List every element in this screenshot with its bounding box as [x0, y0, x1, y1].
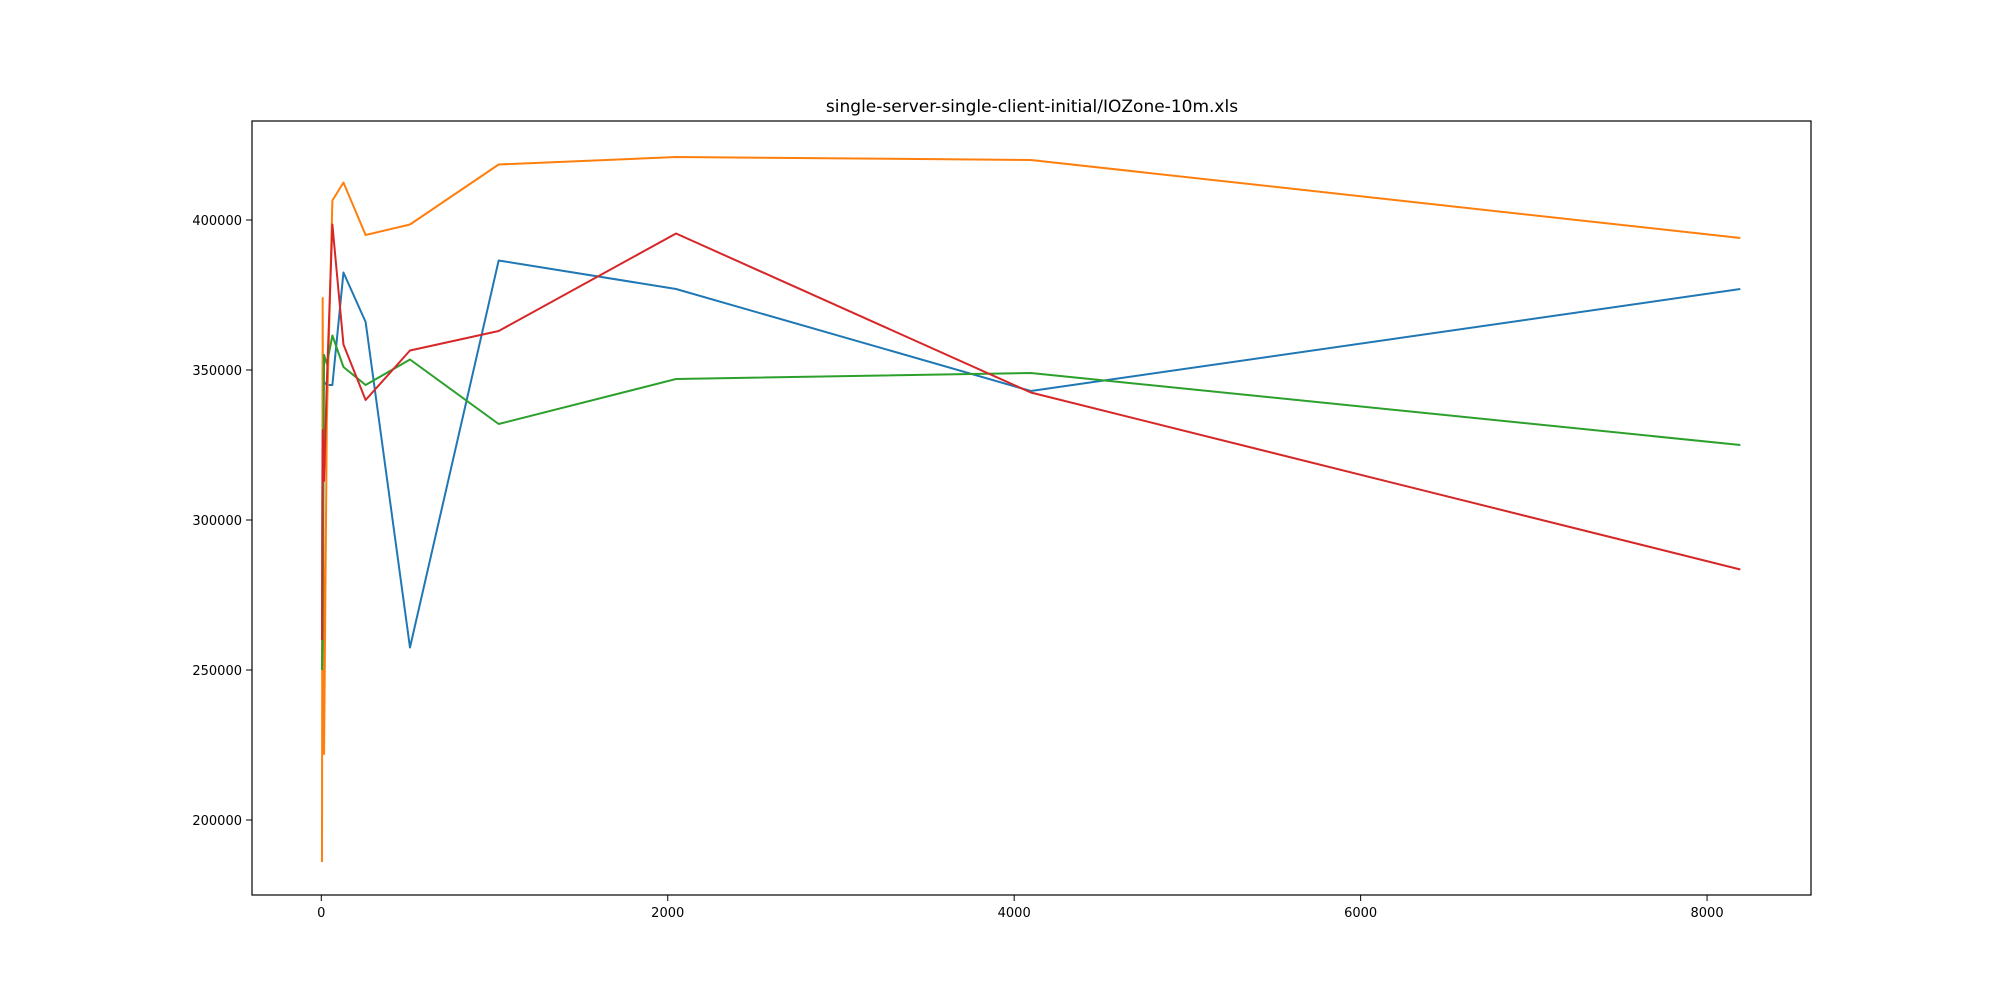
y-tick-label: 350000: [192, 364, 242, 379]
plot-area-frame: [251, 120, 1812, 896]
y-tick-label: 400000: [192, 214, 242, 229]
y-tick-label: 300000: [192, 514, 242, 529]
x-tick-label: 4000: [998, 906, 1031, 921]
series-line-2: [320, 156, 1741, 863]
y-axis-ticks: 200000 250000 300000 350000 400000: [192, 214, 252, 829]
x-tick-label: 2000: [651, 906, 684, 921]
y-tick-label: 250000: [192, 664, 242, 679]
x-tick-label: 8000: [1691, 906, 1724, 921]
chart-title: single-server-single-client-initial/IOZo…: [826, 97, 1238, 117]
x-tick-label: 6000: [1344, 906, 1377, 921]
x-axis-ticks: 0 2000 4000 6000 8000: [317, 895, 1724, 921]
x-tick-label: 0: [317, 906, 325, 921]
series-layer: [320, 156, 1741, 863]
series-line-4: [320, 223, 1741, 641]
y-tick-label: 200000: [192, 814, 242, 829]
series-line-3: [320, 334, 1741, 671]
